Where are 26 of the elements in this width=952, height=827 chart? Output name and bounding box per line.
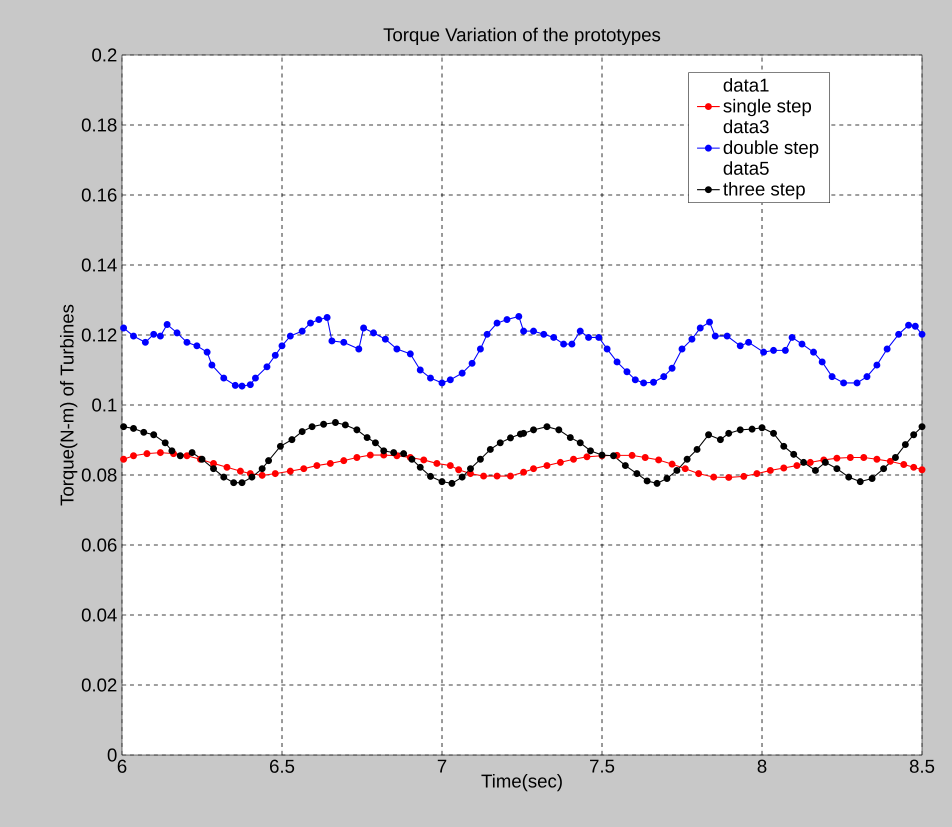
- x-tick-label: 7: [438, 760, 446, 772]
- y-tick-label: 0.18: [82, 118, 117, 132]
- y-tick-label: 0.08: [82, 468, 117, 482]
- y-tick-label: 0.02: [82, 678, 116, 692]
- y-tick-label: 0.12: [82, 328, 116, 342]
- legend-label: three step: [723, 182, 805, 200]
- y-tick-label: 0.16: [82, 188, 116, 202]
- x-tick-label: 6: [118, 760, 126, 773]
- x-axis-title: Time(sec): [481, 774, 562, 792]
- text: data3: [724, 120, 769, 134]
- y-tick-label: 0.2: [92, 48, 116, 62]
- text: data1: [724, 78, 769, 92]
- text: data5: [724, 161, 769, 175]
- x-tick-label: 8: [758, 760, 766, 773]
- chart-title: Torque Variation of the prototypes: [384, 28, 660, 45]
- y-tick-label: 0: [108, 748, 117, 762]
- x-tick-label: 7.5: [590, 760, 614, 773]
- x-tick-label: 6.5: [270, 760, 294, 773]
- y-tick-label: 0.14: [82, 258, 117, 272]
- x-tick-label: 8.5: [910, 760, 934, 773]
- y-tick-label: 0.06: [82, 538, 116, 552]
- y-tick-label: 0.04: [82, 608, 117, 622]
- legend-label: double step: [724, 140, 818, 158]
- y-axis-title: Torque(N-m) of Turbines: [60, 304, 78, 506]
- y-tick-label: 0.1: [92, 398, 116, 412]
- legend-label: single step: [723, 98, 812, 116]
